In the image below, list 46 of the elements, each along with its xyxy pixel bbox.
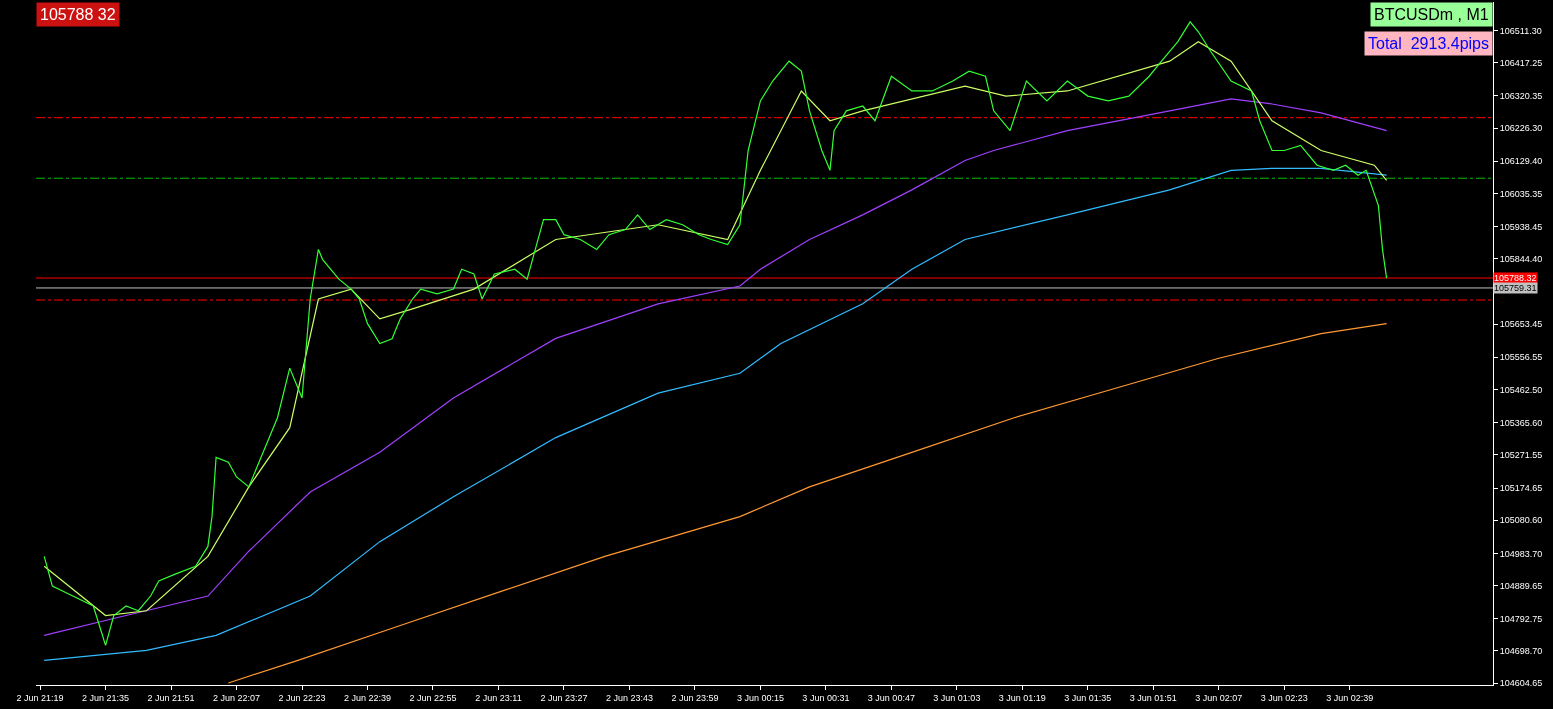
ref-line-label: 105788.32: [1494, 273, 1537, 283]
y-tick-label: 105271.55: [1499, 450, 1543, 461]
x-tick-label: 3 Jun 00:47: [867, 692, 915, 703]
y-tick-label: 105174.65: [1499, 483, 1543, 494]
x-tick-label: 2 Jun 22:23: [278, 692, 326, 703]
ref-line-label: 105759.31: [1494, 283, 1537, 293]
x-tick-label: 3 Jun 01:35: [1064, 692, 1112, 703]
annotation: 105788 32: [40, 6, 116, 23]
x-tick-label: 3 Jun 02:23: [1260, 692, 1308, 703]
y-tick-label: 105365.60: [1499, 417, 1543, 428]
x-tick-label: 2 Jun 23:43: [605, 692, 653, 703]
x-tick-label: 3 Jun 02:39: [1326, 692, 1374, 703]
y-tick-label: 104792.75: [1499, 613, 1543, 624]
y-tick-label: 106129.40: [1499, 156, 1543, 167]
x-tick-label: 2 Jun 21:35: [82, 692, 130, 703]
y-tick-label: 104983.70: [1499, 548, 1543, 559]
y-tick-label: 106417.25: [1499, 57, 1543, 68]
y-tick-label: 105844.40: [1499, 253, 1543, 264]
y-tick-label: 105938.45: [1499, 221, 1543, 232]
x-tick-label: 2 Jun 21:51: [147, 692, 195, 703]
y-tick-label: 104698.70: [1499, 646, 1543, 657]
x-tick-label: 2 Jun 22:07: [213, 692, 261, 703]
annotation: BTCUSDm , M1: [1374, 6, 1489, 23]
y-tick-label: 105462.50: [1499, 384, 1543, 395]
x-tick-label: 3 Jun 01:19: [998, 692, 1046, 703]
y-tick-label: 105653.45: [1499, 319, 1543, 330]
y-tick-label: 106511.30: [1499, 25, 1542, 36]
y-tick-label: 104604.65: [1499, 678, 1543, 689]
x-tick-label: 3 Jun 00:31: [802, 692, 850, 703]
x-tick-label: 2 Jun 22:39: [343, 692, 392, 703]
x-tick-label: 2 Jun 23:27: [540, 692, 588, 703]
x-tick-label: 2 Jun 21:19: [16, 692, 64, 703]
x-tick-label: 3 Jun 00:15: [736, 692, 784, 703]
y-tick-label: 105080.60: [1499, 515, 1543, 526]
y-tick-label: 106226.30: [1499, 123, 1543, 134]
x-tick-label: 3 Jun 01:51: [1129, 692, 1177, 703]
x-tick-label: 3 Jun 02:07: [1195, 692, 1243, 703]
x-tick-label: 2 Jun 23:59: [671, 692, 719, 703]
annotation: Total 2913.4pips: [1368, 35, 1489, 52]
x-tick-label: 3 Jun 01:03: [933, 692, 981, 703]
y-tick-label: 106035.35: [1499, 188, 1543, 199]
x-tick-label: 2 Jun 22:55: [409, 692, 457, 703]
x-tick-label: 2 Jun 23:11: [475, 692, 522, 703]
y-tick-label: 106320.35: [1499, 91, 1543, 102]
y-tick-label: 104889.65: [1499, 580, 1543, 591]
y-tick-label: 105556.55: [1499, 352, 1543, 363]
